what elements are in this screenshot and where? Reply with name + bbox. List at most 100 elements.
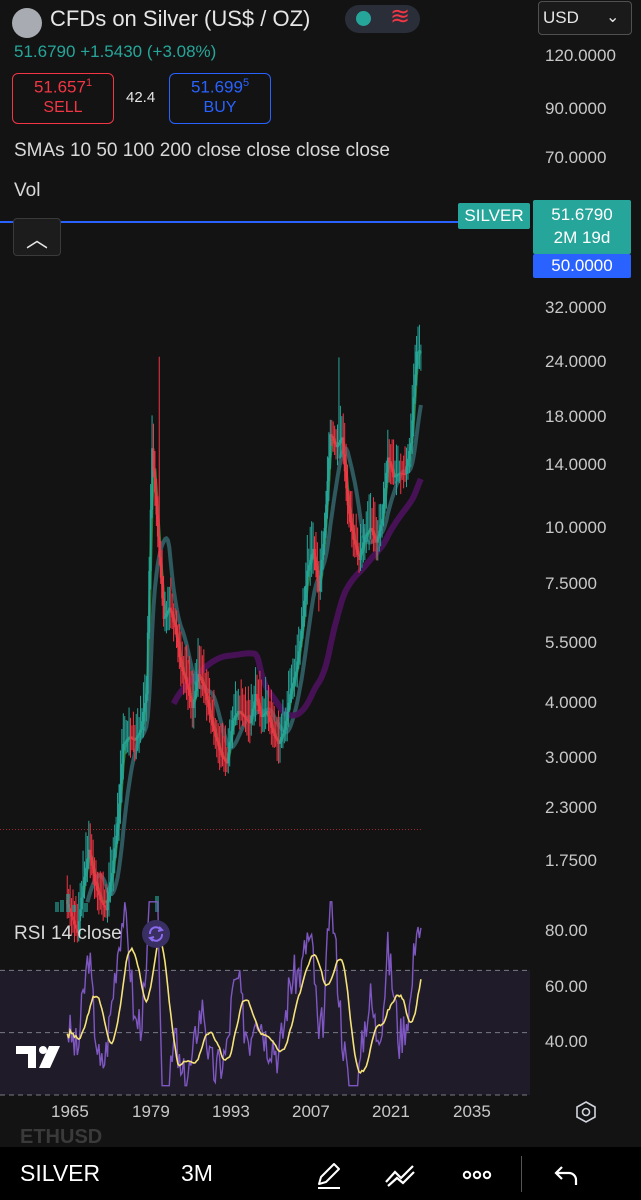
buy-label: BUY: [203, 99, 237, 116]
symbol-button[interactable]: SILVER: [20, 1160, 101, 1186]
candle-body: [188, 689, 191, 696]
symbol-title[interactable]: CFDs on Silver (US$ / OZ): [50, 6, 311, 31]
candle-body: [96, 886, 99, 891]
candle-body: [287, 703, 290, 712]
rsi-moving-average-line: [66, 936, 422, 1074]
bar-countdown: 2M 19d: [553, 228, 611, 247]
candle-body: [269, 716, 271, 723]
volume-bar: [155, 896, 159, 912]
candle-body: [240, 712, 243, 714]
candle-body: [418, 351, 421, 353]
candle-body: [372, 531, 375, 536]
candle-body: [402, 473, 405, 475]
price-change: +1.5430: [80, 42, 143, 61]
candle-body: [231, 720, 234, 731]
candle-body: [260, 711, 263, 718]
candle-body: [379, 524, 382, 531]
candle-body: [143, 703, 146, 712]
candle-body: [257, 699, 260, 706]
candle-body: [89, 849, 92, 858]
candle-body: [304, 585, 307, 601]
sell-button[interactable]: [12, 73, 114, 124]
candle-body: [221, 755, 224, 758]
previous-symbol-ghost: ETHUSD: [20, 1126, 103, 1148]
candle-body: [87, 849, 90, 859]
candle-body: [181, 667, 184, 672]
candle-body: [296, 661, 299, 672]
sma-legend[interactable]: SMAs 10 50 100 200 close close close clo…: [14, 140, 390, 161]
time-axis-tick: 1979: [132, 1102, 170, 1121]
price-change-percent: (+3.08%): [146, 42, 217, 61]
candle-body: [396, 474, 399, 476]
candle-body: [212, 725, 215, 732]
candle-body: [156, 514, 159, 537]
candle-body: [133, 739, 136, 741]
candle-body: [408, 450, 411, 459]
candle-body: [270, 722, 273, 728]
candle-body: [191, 701, 194, 709]
candle-body: [76, 928, 79, 933]
last-price-tag-value: 51.6790: [551, 205, 613, 224]
more-icon[interactable]: [460, 1158, 494, 1192]
bottom-toolbar: [0, 1147, 641, 1200]
price-axis-tick: 14.0000: [545, 455, 607, 474]
candle-body: [327, 457, 330, 482]
candle-body: [92, 865, 95, 874]
candle-body: [179, 657, 182, 668]
candle-body: [398, 473, 401, 475]
candle-body: [264, 712, 267, 714]
candle-body: [246, 718, 248, 721]
sell-price: 51.6571: [33, 77, 93, 97]
candle-body: [399, 473, 402, 475]
candle-body: [169, 607, 172, 613]
candle-body: [338, 442, 340, 445]
candle-body: [391, 467, 394, 473]
candle-body: [182, 671, 185, 676]
undo-icon[interactable]: [550, 1158, 584, 1192]
drawing-tools-icon[interactable]: [383, 1158, 417, 1192]
silver-logo-icon[interactable]: [12, 8, 42, 38]
price-axis-tick: 7.5000: [545, 574, 597, 593]
candle-body: [253, 701, 256, 709]
volume-bar: [55, 902, 59, 912]
candle-body: [247, 720, 250, 722]
candle-body: [317, 580, 320, 592]
candle-body: [283, 729, 286, 734]
collapse-legend-button[interactable]: [13, 218, 61, 256]
chevron-up-icon: ︿: [25, 227, 48, 252]
candle-body: [241, 713, 244, 716]
chart-settings-icon[interactable]: [574, 1100, 598, 1124]
candle-body: [126, 738, 129, 741]
candle-body: [151, 448, 153, 510]
candle-body: [335, 443, 337, 448]
candle-body: [223, 757, 225, 760]
interval-button[interactable]: 3M: [181, 1160, 213, 1186]
candles: [66, 324, 422, 943]
pencil-icon[interactable]: [312, 1158, 346, 1192]
rsi-pane: [0, 894, 530, 1096]
rsi-sync-icon[interactable]: [142, 920, 170, 948]
candle-body: [375, 538, 378, 543]
candle-body: [195, 682, 198, 691]
candle-body: [353, 539, 356, 545]
candle-body: [175, 627, 178, 638]
rsi-legend[interactable]: RSI 14 close: [14, 923, 122, 944]
currency-select[interactable]: [538, 1, 632, 35]
horizontal-line-tag[interactable]: 50.0000: [533, 254, 631, 278]
candle-body: [251, 708, 254, 717]
price-axis-tick: 1.7500: [545, 851, 597, 870]
volume-legend[interactable]: Vol: [14, 180, 41, 201]
candle-body: [234, 715, 237, 718]
price-axis-tick: 90.0000: [545, 99, 607, 118]
candle-body: [267, 710, 270, 717]
candle-body: [258, 705, 261, 712]
sell-label: SELL: [43, 99, 83, 116]
price-axis-tick: 70.0000: [545, 148, 607, 167]
tradingview-logo[interactable]: [16, 1044, 70, 1070]
candle-body: [238, 710, 241, 713]
candle-body: [187, 683, 189, 690]
candle-body: [319, 575, 322, 592]
buy-button[interactable]: [169, 73, 271, 124]
candle-body: [214, 731, 217, 737]
